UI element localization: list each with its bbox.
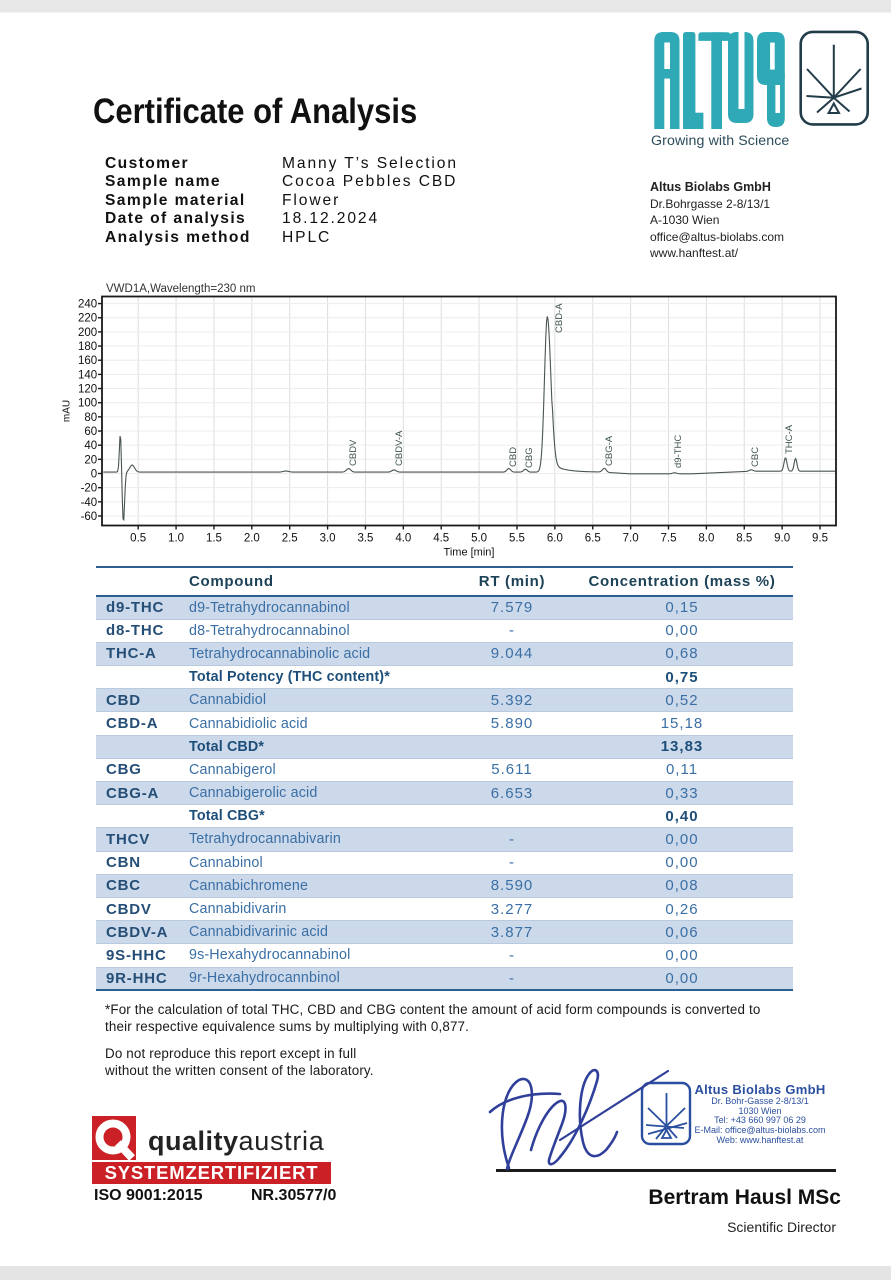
svg-text:9.0: 9.0 (774, 533, 790, 545)
svg-text:CBC: CBC (750, 447, 761, 467)
svg-text:180: 180 (78, 341, 97, 353)
svg-text:-60: -60 (81, 511, 98, 523)
svg-text:CBG-A: CBG-A (604, 435, 615, 466)
svg-text:-20: -20 (81, 483, 98, 495)
svg-text:Time [min]: Time [min] (444, 547, 495, 559)
svg-text:4.0: 4.0 (395, 533, 411, 545)
svg-text:mAU: mAU (62, 400, 73, 422)
svg-text:CBDV: CBDV (348, 439, 359, 466)
svg-text:40: 40 (84, 440, 97, 452)
svg-text:CBG: CBG (524, 447, 535, 468)
svg-text:220: 220 (78, 313, 97, 325)
svg-text:100: 100 (78, 398, 97, 410)
svg-text:7.0: 7.0 (623, 533, 639, 545)
svg-text:8.0: 8.0 (698, 533, 714, 545)
svg-text:CBD-A: CBD-A (554, 303, 565, 333)
svg-text:-40: -40 (81, 497, 98, 509)
svg-text:VWD1A,Wavelength=230 nm: VWD1A,Wavelength=230 nm (106, 283, 255, 295)
svg-text:5.5: 5.5 (509, 533, 525, 545)
svg-text:7.5: 7.5 (661, 533, 677, 545)
svg-text:3.0: 3.0 (320, 533, 336, 545)
svg-text:8.5: 8.5 (736, 533, 752, 545)
svg-text:0.5: 0.5 (130, 533, 146, 545)
svg-text:5.0: 5.0 (471, 533, 487, 545)
svg-text:6.0: 6.0 (547, 533, 563, 545)
svg-text:80: 80 (84, 412, 97, 424)
svg-text:6.5: 6.5 (585, 533, 601, 545)
svg-text:THC-A: THC-A (784, 424, 795, 454)
svg-text:d9-THC: d9-THC (673, 435, 684, 468)
svg-text:20: 20 (84, 454, 97, 466)
svg-text:9.5: 9.5 (812, 533, 828, 545)
svg-text:140: 140 (78, 369, 97, 381)
svg-text:160: 160 (78, 355, 97, 367)
svg-text:2.5: 2.5 (282, 533, 298, 545)
svg-text:1.5: 1.5 (206, 533, 222, 545)
svg-text:240: 240 (78, 299, 97, 311)
svg-text:60: 60 (84, 426, 97, 438)
svg-text:CBD: CBD (508, 447, 519, 467)
svg-text:3.5: 3.5 (357, 533, 373, 545)
svg-text:200: 200 (78, 327, 97, 339)
svg-text:4.5: 4.5 (433, 533, 449, 545)
svg-text:2.0: 2.0 (244, 533, 260, 545)
svg-text:0: 0 (91, 469, 97, 481)
svg-text:120: 120 (78, 384, 97, 396)
svg-text:CBDV-A: CBDV-A (394, 430, 405, 466)
svg-text:1.0: 1.0 (168, 533, 184, 545)
